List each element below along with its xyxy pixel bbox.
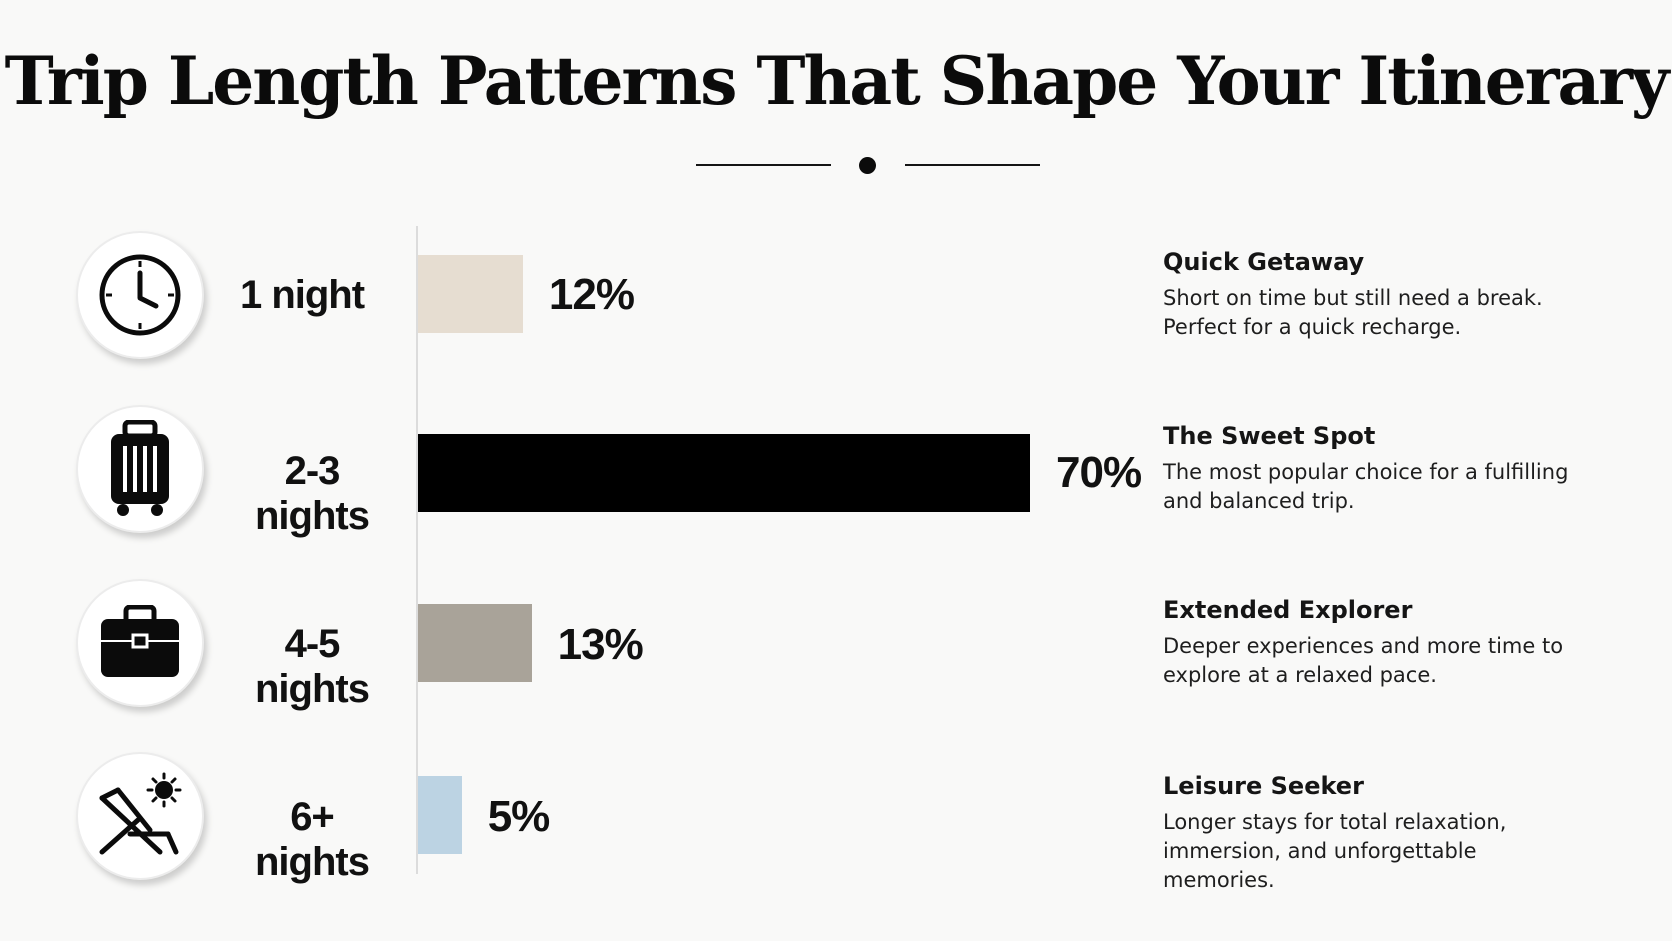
chart-title: Trip Length Patterns That Shape Your Iti… xyxy=(4,42,1670,120)
value-label: 13% xyxy=(557,620,644,669)
value-label: 70% xyxy=(1056,448,1142,497)
description-text: Deeper experiences and more time to expl… xyxy=(1163,634,1564,687)
category-label: 1 night xyxy=(239,273,365,317)
luggage-icon xyxy=(111,420,169,516)
bar-axis-line xyxy=(416,226,418,874)
icon-badge-3 xyxy=(76,579,204,707)
beach-chair-icon xyxy=(99,772,182,855)
description-block: Quick Getaway Short on time but still ne… xyxy=(1163,248,1643,342)
bar-4 xyxy=(418,776,462,854)
description-text: Short on time but still need a break. Pe… xyxy=(1163,286,1543,339)
description-block: The Sweet Spot The most popular choice f… xyxy=(1163,422,1643,516)
value-label: 12% xyxy=(548,270,635,319)
bar-3 xyxy=(418,604,532,682)
description-block: Extended Explorer Deeper experiences and… xyxy=(1163,596,1643,690)
divider-line-left xyxy=(696,164,831,166)
icon-badge-2 xyxy=(76,405,204,533)
title-divider xyxy=(696,157,1040,174)
description-text: The most popular choice for a fulfilling… xyxy=(1163,460,1569,513)
description-title: Quick Getaway xyxy=(1163,248,1365,276)
bar-1 xyxy=(418,255,523,333)
briefcase-icon xyxy=(101,605,179,677)
value-label: 5% xyxy=(487,792,551,841)
description-title: Leisure Seeker xyxy=(1163,772,1364,800)
description-title: Extended Explorer xyxy=(1163,596,1413,624)
bar-2 xyxy=(418,434,1030,512)
description-title: The Sweet Spot xyxy=(1163,422,1376,450)
category-label: 2-3 nights xyxy=(255,449,370,538)
icon-badge-1 xyxy=(76,231,204,359)
icon-badge-4 xyxy=(76,752,204,880)
category-label: 6+ nights xyxy=(255,795,370,884)
clock-icon xyxy=(99,254,181,336)
category-label: 4-5 nights xyxy=(255,622,370,711)
divider-dot xyxy=(859,157,876,174)
description-block: Leisure Seeker Longer stays for total re… xyxy=(1163,772,1643,895)
divider-line-right xyxy=(905,164,1040,166)
description-text: Longer stays for total relaxation, immer… xyxy=(1163,810,1507,892)
